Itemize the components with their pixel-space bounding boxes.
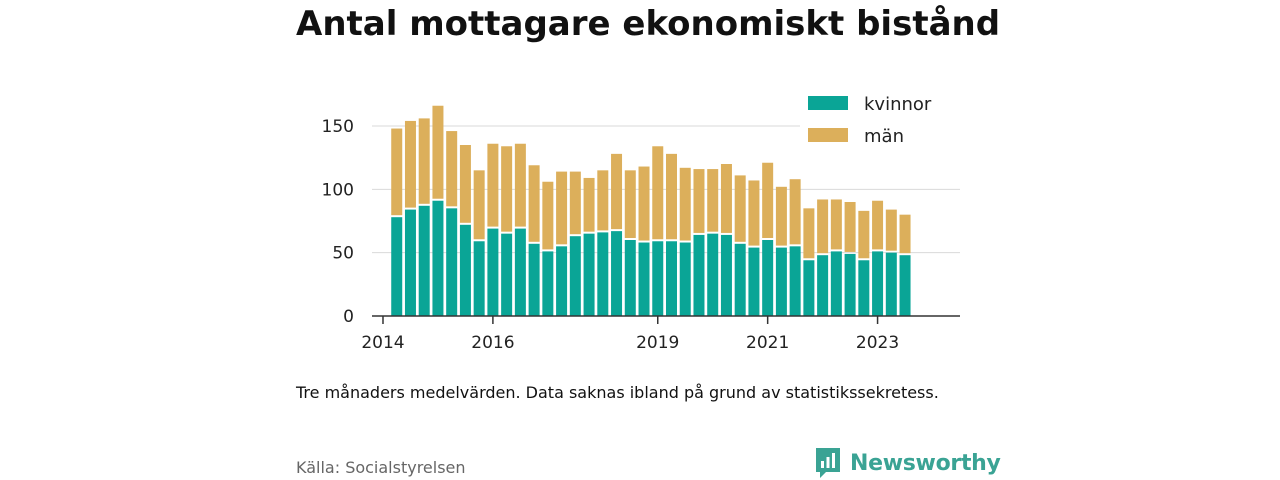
stacked-bar-chart: 0 50 100 150 2014 2016 2019 2021 2023 kvinnor mä… <box>321 90 960 353</box>
bar-kvinnor <box>885 252 897 316</box>
bar-kvinnor <box>872 251 884 316</box>
bar-kvinnor <box>569 236 581 316</box>
bar-kvinnor <box>762 240 774 316</box>
bar-man <box>652 146 664 240</box>
bar-kvinnor <box>501 233 513 316</box>
bar-kvinnor <box>432 200 444 316</box>
bar-man <box>597 170 609 231</box>
bar-kvinnor <box>665 241 677 316</box>
bar-man <box>748 180 760 246</box>
bar-kvinnor <box>693 234 705 316</box>
bar-man <box>789 179 801 245</box>
bar-kvinnor <box>748 247 760 316</box>
bar-kvinnor <box>624 240 636 316</box>
bar-man <box>885 209 897 251</box>
bar-man <box>459 145 471 223</box>
bar-kvinnor <box>803 260 815 316</box>
bar-man <box>679 167 691 241</box>
bar-man <box>707 169 719 232</box>
bar-man <box>858 210 870 259</box>
bar-man <box>432 105 444 199</box>
bar-kvinnor <box>775 247 787 316</box>
legend-label-man: män <box>864 126 904 147</box>
bar-kvinnor <box>789 246 801 316</box>
bar-kvinnor <box>611 231 623 316</box>
bar-kvinnor <box>473 241 485 316</box>
bar-man <box>665 153 677 240</box>
bar-man <box>638 166 650 241</box>
bar-man <box>720 164 732 233</box>
bar-man <box>556 171 568 245</box>
legend: kvinnor män <box>800 90 960 152</box>
bar-man <box>872 200 884 250</box>
bar-man <box>569 171 581 235</box>
bar-man <box>830 199 842 250</box>
x-tick-label: 2023 <box>856 333 899 353</box>
bar-kvinnor <box>459 224 471 316</box>
legend-swatch-kvinnor <box>808 96 848 110</box>
bar-kvinnor <box>899 255 911 316</box>
bar-kvinnor <box>391 217 403 316</box>
bar-kvinnor <box>583 233 595 316</box>
bar-kvinnor <box>542 251 554 316</box>
bar-kvinnor <box>638 242 650 316</box>
legend-label-kvinnor: kvinnor <box>864 94 932 115</box>
bar-man <box>817 199 829 254</box>
bar-man <box>473 170 485 240</box>
x-tick-label: 2019 <box>636 333 679 353</box>
bar-kvinnor <box>556 246 568 316</box>
bar-kvinnor <box>858 260 870 316</box>
bar-man <box>528 165 540 242</box>
y-tick-label: 0 <box>343 307 354 327</box>
bar-kvinnor <box>817 255 829 316</box>
bar-man <box>624 170 636 238</box>
bar-man <box>583 177 595 232</box>
bar-man <box>404 120 416 208</box>
bar-man <box>542 181 554 250</box>
bar-kvinnor <box>404 209 416 316</box>
x-tick-label: 2021 <box>746 333 789 353</box>
bar-kvinnor <box>830 251 842 316</box>
bar-man <box>446 131 458 207</box>
newsworthy-logo: Newsworthy <box>814 446 1001 480</box>
bar-man <box>514 143 526 227</box>
bar-man <box>391 128 403 216</box>
bar-kvinnor <box>418 205 430 316</box>
brand-name: Newsworthy <box>850 450 1001 476</box>
bar-kvinnor <box>707 233 719 316</box>
x-tick-label: 2014 <box>361 333 404 353</box>
chart-note: Tre månaders medelvärden. Data saknas ib… <box>296 383 939 402</box>
bar-kvinnor <box>679 242 691 316</box>
bar-kvinnor <box>528 243 540 316</box>
y-tick-label: 100 <box>322 180 354 200</box>
bar-kvinnor <box>487 228 499 316</box>
bar-kvinnor <box>844 253 856 316</box>
bar-kvinnor <box>597 232 609 316</box>
x-tick-label: 2016 <box>471 333 514 353</box>
bar-man <box>487 143 499 227</box>
bar-man <box>693 169 705 233</box>
bar-kvinnor <box>514 228 526 316</box>
source-credit: Källa: Socialstyrelsen <box>296 458 466 477</box>
chart-title: Antal mottagare ekonomiskt bistånd <box>296 4 1001 44</box>
bar-man <box>844 202 856 252</box>
bar-man <box>418 118 430 204</box>
bar-man <box>734 175 746 242</box>
bar-kvinnor <box>734 243 746 316</box>
bar-kvinnor <box>652 241 664 316</box>
bar-man <box>762 162 774 238</box>
bar-chart-speech-bubble-icon <box>816 448 840 478</box>
bar-man <box>611 153 623 230</box>
legend-swatch-man <box>808 128 848 142</box>
y-tick-label: 50 <box>332 244 354 264</box>
axes: 0 50 100 150 2014 2016 2019 2021 2023 <box>322 117 960 353</box>
bar-man <box>775 186 787 246</box>
y-tick-label: 150 <box>322 117 354 137</box>
bar-kvinnor <box>446 208 458 316</box>
bar-man <box>803 208 815 259</box>
bar-man <box>501 146 513 232</box>
bars <box>391 105 911 316</box>
bar-man <box>899 214 911 254</box>
bar-kvinnor <box>720 234 732 316</box>
